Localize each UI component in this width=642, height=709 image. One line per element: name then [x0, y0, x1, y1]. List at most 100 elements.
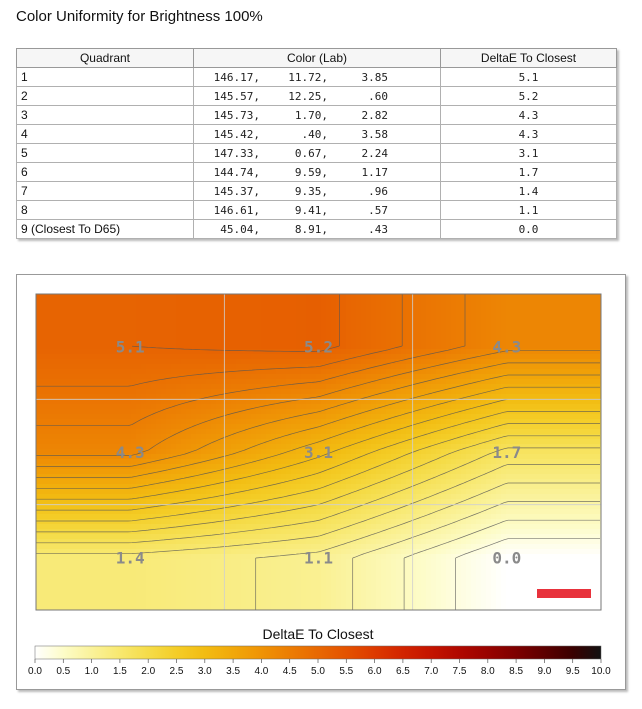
- heatmap-fill-cell: [551, 454, 557, 460]
- heatmap-fill-cell: [131, 334, 137, 340]
- heatmap-fill-cell: [161, 339, 167, 345]
- heatmap-fill-cell: [571, 459, 577, 465]
- heatmap-fill-cell: [426, 299, 432, 305]
- heatmap-fill-cell: [221, 344, 227, 350]
- heatmap-fill-cell: [86, 469, 92, 475]
- lab-b: 3.58: [361, 127, 389, 141]
- heatmap-fill-cell: [241, 309, 247, 315]
- heatmap-fill-cell: [166, 464, 172, 470]
- heatmap-fill-cell: [471, 444, 477, 450]
- heatmap-fill-cell: [456, 359, 462, 365]
- heatmap-fill-cell: [121, 344, 127, 350]
- heatmap-fill-cell: [496, 294, 502, 300]
- heatmap-fill-cell: [251, 454, 257, 460]
- heatmap-fill-cell: [106, 484, 112, 490]
- heatmap-fill-cell: [376, 444, 382, 450]
- heatmap-fill-cell: [161, 409, 167, 415]
- heatmap-fill-cell: [586, 414, 592, 420]
- heatmap-fill-cell: [286, 314, 292, 320]
- heatmap-fill-cell: [51, 299, 57, 305]
- heatmap-fill-cell: [36, 349, 42, 355]
- heatmap-fill-cell: [271, 369, 277, 375]
- heatmap-fill-cell: [471, 449, 477, 455]
- heatmap-fill-cell: [266, 499, 272, 505]
- heatmap-fill-cell: [391, 329, 397, 335]
- heatmap-fill-cell: [461, 334, 467, 340]
- heatmap-fill-cell: [386, 454, 392, 460]
- heatmap-fill-cell: [256, 304, 262, 310]
- heatmap-fill-cell: [151, 324, 157, 330]
- heatmap-fill-cell: [281, 414, 287, 420]
- heatmap-fill-cell: [361, 429, 367, 435]
- heatmap-fill-cell: [271, 374, 277, 380]
- heatmap-fill-cell: [101, 344, 107, 350]
- heatmap-fill-cell: [361, 334, 367, 340]
- heatmap-fill-cell: [521, 324, 527, 330]
- heatmap-fill-cell: [186, 369, 192, 375]
- heatmap-fill-cell: [416, 459, 422, 465]
- heatmap-fill-cell: [486, 414, 492, 420]
- heatmap-fill-cell: [456, 374, 462, 380]
- heatmap-fill-cell: [406, 389, 412, 395]
- heatmap-fill-cell: [356, 494, 362, 500]
- heatmap-fill-cell: [276, 339, 282, 345]
- heatmap-fill-cell: [206, 439, 212, 445]
- heatmap-fill-cell: [561, 504, 567, 510]
- heatmap-fill-cell: [166, 419, 172, 425]
- page-title: Color Uniformity for Brightness 100%: [16, 8, 263, 25]
- heatmap-fill-cell: [356, 444, 362, 450]
- heatmap-fill-cell: [396, 404, 402, 410]
- heatmap-fill-cell: [516, 309, 522, 315]
- heatmap-fill-cell: [156, 329, 162, 335]
- heatmap-fill-cell: [216, 309, 222, 315]
- heatmap-fill-cell: [496, 394, 502, 400]
- heatmap-fill-cell: [151, 474, 157, 480]
- heatmap-fill-cell: [381, 424, 387, 430]
- heatmap-fill-cell: [111, 499, 117, 505]
- heatmap-fill-cell: [301, 469, 307, 475]
- heatmap-fill-cell: [566, 349, 572, 355]
- heatmap-fill-cell: [331, 314, 337, 320]
- heatmap-fill-cell: [121, 404, 127, 410]
- heatmap-fill-cell: [421, 394, 427, 400]
- heatmap-fill-cell: [391, 424, 397, 430]
- heatmap-fill-cell: [461, 389, 467, 395]
- heatmap-fill-cell: [531, 439, 537, 445]
- heatmap-fill-cell: [456, 344, 462, 350]
- heatmap-fill-cell: [576, 489, 582, 495]
- heatmap-fill-cell: [256, 424, 262, 430]
- heatmap-fill-cell: [186, 394, 192, 400]
- heatmap-fill-cell: [106, 509, 112, 515]
- heatmap-fill-cell: [561, 339, 567, 345]
- heatmap-fill-cell: [451, 424, 457, 430]
- heatmap-fill-cell: [501, 484, 507, 490]
- heatmap-fill-cell: [591, 429, 597, 435]
- table-row: 4 145.42, .40, 3.58 4.3: [16, 124, 617, 144]
- heatmap-fill-cell: [126, 334, 132, 340]
- heatmap-fill-cell: [331, 469, 337, 475]
- heatmap-fill-cell: [581, 384, 587, 390]
- heatmap-fill-cell: [136, 399, 142, 405]
- heatmap-fill-cell: [451, 419, 457, 425]
- heatmap-fill-cell: [486, 459, 492, 465]
- heatmap-fill-cell: [121, 489, 127, 495]
- heatmap-fill-cell: [501, 334, 507, 340]
- heatmap-fill-cell: [536, 459, 542, 465]
- heatmap-fill-cell: [81, 404, 87, 410]
- heatmap-fill-cell: [206, 389, 212, 395]
- heatmap-fill-cell: [391, 314, 397, 320]
- heatmap-fill-cell: [146, 364, 152, 370]
- heatmap-fill-cell: [246, 494, 252, 500]
- heatmap-fill-cell: [206, 379, 212, 385]
- heatmap-fill-cell: [76, 434, 82, 440]
- heatmap-fill-cell: [251, 354, 257, 360]
- heatmap-fill-cell: [556, 459, 562, 465]
- heatmap-fill-cell: [186, 459, 192, 465]
- heatmap-fill-cell: [421, 374, 427, 380]
- heatmap-fill-cell: [446, 409, 452, 415]
- heatmap-fill-cell: [401, 449, 407, 455]
- heatmap-fill-cell: [561, 294, 567, 300]
- heatmap-fill-cell: [566, 314, 572, 320]
- heatmap-fill-cell: [126, 384, 132, 390]
- heatmap-fill-cell: [416, 429, 422, 435]
